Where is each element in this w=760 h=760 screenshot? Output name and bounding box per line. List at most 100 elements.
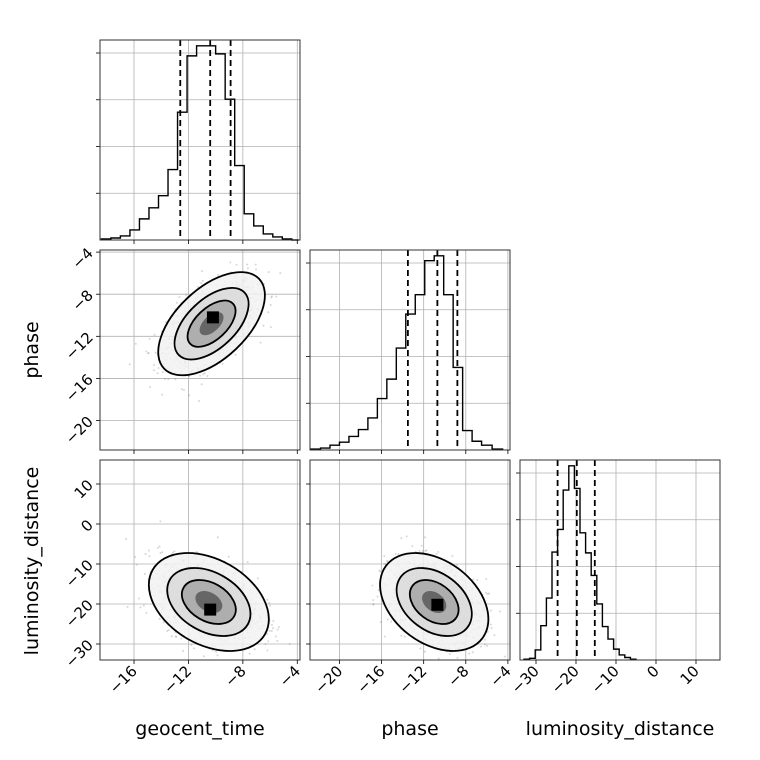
sample-point	[390, 620, 393, 623]
sample-point	[182, 388, 185, 391]
density-peak	[206, 311, 219, 324]
sample-point	[200, 383, 203, 386]
panel-hist_geocent_time	[96, 39, 301, 244]
sample-point	[158, 545, 161, 548]
x-tick-label: 10	[677, 662, 703, 688]
sample-point	[400, 634, 403, 637]
sample-point	[134, 342, 137, 345]
sample-point	[180, 388, 183, 391]
sample-point	[378, 569, 381, 572]
sample-point	[372, 599, 375, 602]
sample-point	[488, 592, 491, 595]
sample-point	[383, 555, 386, 558]
sample-point	[483, 643, 486, 646]
sample-point	[161, 371, 164, 374]
sample-point	[490, 627, 493, 630]
sample-point	[203, 372, 206, 375]
sample-point	[269, 604, 272, 607]
sample-point	[379, 570, 382, 573]
contour-line	[181, 579, 237, 625]
sample-point	[174, 635, 177, 638]
sample-point	[145, 611, 148, 614]
sample-point	[456, 564, 459, 567]
sample-point	[216, 654, 219, 657]
sample-point	[263, 665, 265, 667]
x-label-phase: phase	[381, 718, 438, 740]
sample-point	[223, 662, 225, 664]
sample-point	[274, 635, 277, 638]
sample-point	[142, 604, 145, 607]
sample-point	[216, 536, 219, 539]
sample-point	[175, 635, 178, 638]
sample-point	[403, 635, 406, 638]
sample-point	[174, 378, 177, 381]
sample-point	[153, 363, 156, 366]
contour-line	[379, 552, 490, 652]
sample-point	[259, 341, 262, 344]
luminosity_distance_vs_geocent_time-frame	[99, 459, 301, 661]
sample-point	[125, 537, 128, 540]
sample-point	[472, 578, 475, 581]
sample-point	[275, 295, 278, 298]
sample-point	[166, 629, 169, 632]
sample-point	[255, 268, 258, 271]
sample-point	[276, 639, 279, 642]
sample-point	[200, 282, 203, 285]
sample-point	[386, 618, 389, 621]
sample-point	[267, 640, 270, 643]
phase_vs_geocent_time-frame	[99, 249, 301, 451]
sample-point	[272, 620, 275, 623]
sample-point	[269, 304, 272, 307]
sample-point	[134, 556, 137, 559]
x-label-luminosity-distance: luminosity_distance	[526, 718, 715, 740]
sample-point	[484, 638, 487, 641]
sample-point	[288, 642, 291, 645]
sample-point	[471, 651, 474, 654]
panel-luminosity_distance_vs_geocent_time: −16 −12 −8 −4 −30 −20 −10 0 10	[62, 459, 304, 697]
sample-point	[158, 617, 161, 620]
sample-point	[424, 536, 427, 539]
sample-point	[424, 549, 427, 552]
sample-point	[201, 270, 204, 273]
y-tick-label: −16	[62, 371, 97, 406]
sample-point	[270, 295, 273, 298]
sample-point	[145, 350, 148, 353]
sample-point	[266, 632, 269, 635]
sample-point	[128, 363, 131, 366]
sample-point	[163, 377, 166, 380]
sample-point	[418, 549, 421, 552]
x-tick-label: −16	[106, 662, 141, 697]
sample-point	[152, 369, 155, 372]
x-tick-label: −20	[548, 662, 583, 697]
sample-point	[371, 584, 374, 587]
sample-point	[262, 324, 265, 327]
histogram-luminosity_distance	[523, 465, 637, 660]
sample-point	[270, 296, 273, 299]
sample-point	[479, 645, 482, 648]
sample-point	[147, 351, 150, 354]
sample-point	[270, 623, 273, 626]
sample-point	[153, 333, 156, 336]
sample-point	[264, 643, 267, 646]
sample-point	[154, 351, 157, 354]
sample-point	[162, 621, 165, 624]
sample-point	[206, 375, 209, 378]
sample-point	[451, 554, 454, 557]
sample-point	[266, 649, 269, 652]
sample-point	[503, 655, 506, 658]
sample-point	[268, 601, 271, 604]
sample-point	[420, 544, 423, 547]
contour-line	[166, 567, 252, 637]
sample-point	[376, 595, 379, 598]
sample-point	[229, 261, 232, 264]
sample-point	[493, 634, 496, 637]
contour-line	[395, 567, 473, 637]
sample-point	[270, 630, 273, 633]
sample-point	[267, 311, 270, 314]
density-peak	[431, 598, 444, 611]
luminosity_distance_vs_phase-frame	[309, 459, 511, 661]
sample-point	[435, 552, 438, 555]
sample-point	[490, 609, 493, 612]
sample-point	[135, 563, 138, 566]
